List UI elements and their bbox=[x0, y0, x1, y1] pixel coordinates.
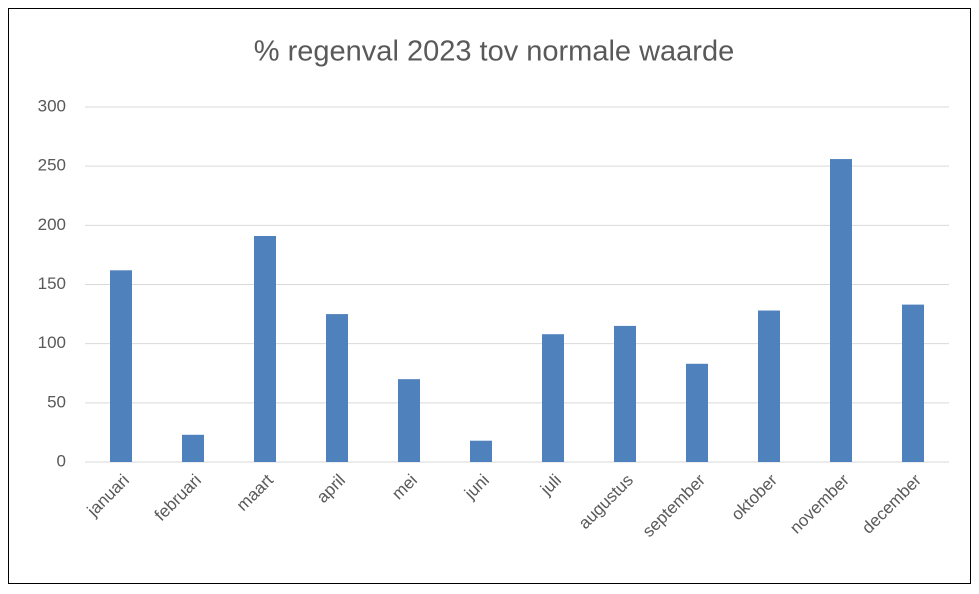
bar bbox=[686, 363, 708, 462]
y-tick-label: 250 bbox=[38, 156, 66, 175]
bar bbox=[758, 310, 780, 462]
bar bbox=[470, 440, 492, 462]
bar bbox=[326, 314, 348, 462]
y-tick-label: 0 bbox=[57, 451, 66, 470]
y-tick-label: 300 bbox=[38, 96, 66, 115]
y-tick-label: 150 bbox=[38, 274, 66, 293]
bar bbox=[614, 325, 636, 462]
bar bbox=[542, 334, 564, 462]
y-tick-label: 50 bbox=[47, 392, 66, 411]
bar bbox=[902, 304, 924, 462]
bar bbox=[110, 270, 132, 462]
chart-border bbox=[8, 8, 971, 584]
bar bbox=[254, 235, 276, 462]
y-tick-label: 200 bbox=[38, 215, 66, 234]
bar bbox=[830, 159, 852, 463]
bar bbox=[398, 379, 420, 462]
bar bbox=[182, 434, 204, 462]
y-tick-label: 100 bbox=[38, 333, 66, 352]
chart-title: % regenval 2023 tov normale waarde bbox=[254, 36, 734, 68]
